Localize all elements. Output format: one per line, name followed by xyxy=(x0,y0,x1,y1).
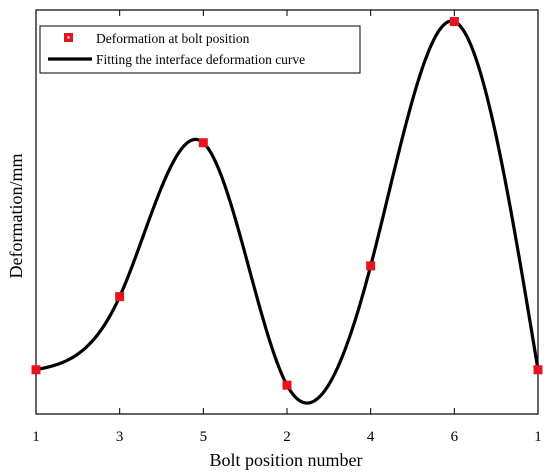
scatter-point xyxy=(115,292,125,302)
scatter-point xyxy=(533,365,543,375)
x-tick-label: 1 xyxy=(534,429,542,445)
scatter-point xyxy=(31,365,41,375)
series-layer xyxy=(31,17,543,405)
legend-box xyxy=(39,25,361,74)
x-axis-ticks: 1 3 5 2 4 6 1 xyxy=(32,10,542,445)
scatter-point xyxy=(449,17,459,27)
x-axis-title: Bolt position number xyxy=(210,450,363,470)
x-tick-label: 5 xyxy=(200,429,208,445)
y-axis-title: Deformation/mm xyxy=(6,154,26,279)
legend-label-curve: Fitting the interface deformation curve xyxy=(96,52,305,67)
fit-curve-line xyxy=(35,19,540,405)
x-tick-label: 1 xyxy=(32,429,40,445)
x-tick-label: 2 xyxy=(283,429,291,445)
scatter-point xyxy=(282,380,292,390)
legend-marker-scatter-center xyxy=(67,36,70,39)
x-tick-label: 6 xyxy=(451,429,459,445)
scatter-point xyxy=(366,261,376,271)
x-tick-label: 4 xyxy=(367,429,375,445)
x-tick-label: 3 xyxy=(116,429,124,445)
legend: Deformation at bolt position Fitting the… xyxy=(39,25,361,74)
legend-label-scatter: Deformation at bolt position xyxy=(96,31,250,46)
scatter-point xyxy=(198,138,208,148)
